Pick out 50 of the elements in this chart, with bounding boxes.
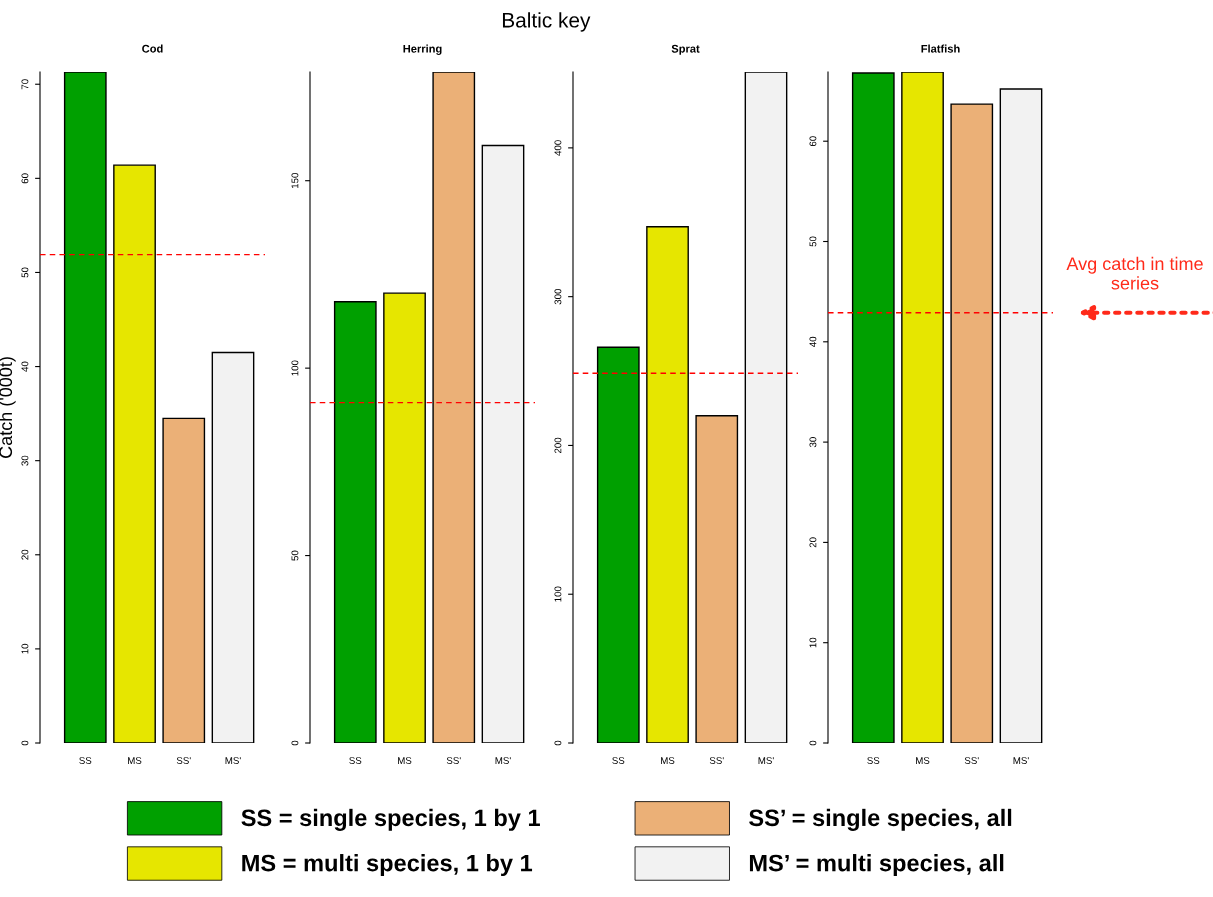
- y-tick-label: 70: [21, 79, 29, 90]
- legend-label: SS’ = single species, all: [749, 808, 1012, 831]
- y-tick-label: 30: [21, 455, 29, 466]
- y-tick-label: 60: [21, 173, 29, 184]
- x-tick-label: SS: [79, 757, 92, 765]
- y-tick-label: 50: [21, 267, 29, 278]
- y-tick-label: 50: [809, 236, 817, 247]
- y-tick-label: 0: [809, 740, 817, 746]
- text: Baltic key: [502, 12, 591, 32]
- x-tick-label: SS': [709, 757, 724, 765]
- chart-title: Flatfish: [921, 44, 960, 53]
- y-tick-label: 20: [809, 537, 817, 548]
- y-tick-label: 100: [554, 586, 562, 602]
- y-tick-label: 40: [809, 336, 817, 347]
- y-tick-label: 0: [554, 740, 562, 746]
- y-tick-label: 10: [21, 643, 29, 654]
- x-tick-label: MS': [1013, 757, 1029, 765]
- y-tick-label: 10: [809, 637, 817, 648]
- y-tick-label: 100: [291, 360, 299, 376]
- x-tick-label: MS': [758, 757, 774, 765]
- y-tick-label: 0: [21, 740, 29, 746]
- chart-title: Sprat: [671, 44, 700, 55]
- y-tick-label: 0: [291, 740, 299, 746]
- x-tick-label: MS: [398, 757, 412, 765]
- legend-label: MS = multi species, 1 by 1: [242, 854, 533, 877]
- y-tick-label: 400: [554, 140, 562, 156]
- x-tick-label: MS: [661, 757, 675, 765]
- x-tick-label: SS': [446, 757, 461, 765]
- x-tick-label: SS: [612, 757, 625, 765]
- y-tick-label: 30: [809, 437, 817, 448]
- x-tick-label: SS': [964, 757, 979, 765]
- text: Avg catch in time series: [1066, 256, 1203, 290]
- y-tick-label: 200: [554, 437, 562, 454]
- x-tick-label: MS: [128, 757, 142, 765]
- legend-label: MS’ = multi species, all: [749, 854, 1004, 877]
- legend-label: SS = single species, 1 by 1: [241, 808, 540, 831]
- x-tick-label: MS': [495, 757, 511, 765]
- x-tick-label: SS': [176, 757, 191, 765]
- x-tick-label: SS: [349, 757, 362, 765]
- x-tick-label: MS: [916, 757, 930, 765]
- chart-title: Cod: [142, 44, 163, 53]
- y-tick-label: 150: [291, 172, 299, 189]
- chart-title: Herring: [403, 44, 442, 55]
- x-tick-label: MS': [225, 757, 241, 765]
- y-tick-label: 20: [21, 549, 29, 560]
- y-tick-label: 50: [291, 550, 299, 561]
- y-tick-label: 40: [21, 361, 29, 372]
- y-tick-label: 60: [809, 136, 817, 147]
- x-tick-label: SS: [867, 757, 880, 765]
- y-tick-label: 300: [554, 288, 562, 305]
